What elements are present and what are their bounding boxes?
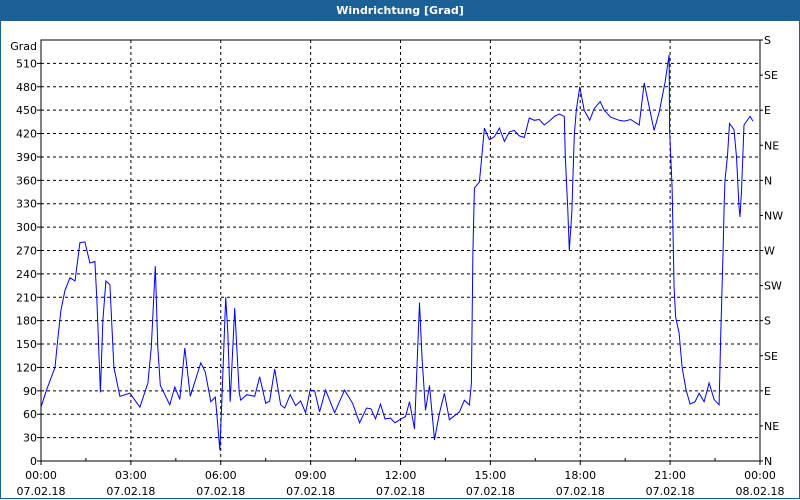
y-tick-label: 0: [30, 455, 37, 468]
y2-tick-label: SW: [764, 280, 782, 293]
y-tick-label: 60: [23, 408, 37, 421]
x-tick-date-label: 07.02.18: [646, 485, 695, 498]
y2-tick-label: N: [764, 174, 772, 187]
y2-tick-label: N: [764, 455, 772, 468]
x-tick-time-label: 06:00: [205, 469, 237, 482]
y-tick-label: 270: [16, 245, 37, 258]
y-tick-label: 330: [16, 198, 37, 211]
y2-tick-label: SE: [764, 69, 778, 82]
x-tick-time-label: 00:00: [25, 469, 57, 482]
y-tick-label: 30: [23, 432, 37, 445]
y-tick-label: 480: [16, 81, 37, 94]
y-tick-label: 150: [16, 338, 37, 351]
x-tick-date-label: 07.02.18: [556, 485, 605, 498]
chart-title-bar: Windrichtung [Grad]: [0, 0, 800, 21]
y-tick-label: 300: [16, 221, 37, 234]
x-tick-date-label: 07.02.18: [376, 485, 425, 498]
y2-tick-label: W: [764, 245, 775, 258]
x-tick-time-label: 12:00: [385, 469, 417, 482]
y2-tick-label: NW: [764, 209, 783, 222]
y2-tick-label: E: [764, 104, 771, 117]
y2-tick-label: NE: [764, 420, 779, 433]
x-tick-date-label: 07.02.18: [286, 485, 335, 498]
x-tick-date-label: 07.02.18: [466, 485, 515, 498]
y2-tick-label: E: [764, 385, 771, 398]
y-tick-label: 450: [16, 104, 37, 117]
y-tick-label: 180: [16, 315, 37, 328]
y2-tick-label: SE: [764, 350, 778, 363]
y-tick-label: 360: [16, 174, 37, 187]
x-tick-date-label: 07.02.18: [106, 485, 155, 498]
series-line: [40, 54, 754, 451]
y-tick-label: 420: [16, 128, 37, 141]
x-axis: 00:00 07.02.18 03:00 07.02.18 06:00 07.02.18 0…: [17, 458, 785, 498]
chart-title: Windrichtung [Grad]: [336, 4, 464, 17]
x-tick-time-label: 15:00: [475, 469, 507, 482]
y-tick-label: 240: [16, 268, 37, 281]
y-axis-label: Grad: [10, 40, 37, 53]
y2-tick-label: NE: [764, 139, 779, 152]
x-tick-time-label: 09:00: [295, 469, 327, 482]
grid: [41, 40, 760, 461]
y-tick-label: 510: [16, 57, 37, 70]
y-tick-label: 120: [16, 361, 37, 374]
y-axis: 0 30 60 90 120 150 180 210 240 270 300 330 360 390 420…: [16, 57, 41, 468]
x-tick-date-label: 08.02.18: [736, 485, 785, 498]
x-tick-time-label: 00:00: [744, 469, 776, 482]
y2-tick-label: S: [764, 34, 771, 47]
y2-axis-compass: S SE E NE N NW W SW S SE E NE N: [760, 34, 783, 468]
x-tick-time-label: 03:00: [115, 469, 147, 482]
x-tick-time-label: 18:00: [564, 469, 596, 482]
x-tick-date-label: 07.02.18: [196, 485, 245, 498]
x-tick-date-label: 07.02.18: [17, 485, 66, 498]
x-tick-time-label: 21:00: [654, 469, 686, 482]
y2-tick-label: S: [764, 315, 771, 328]
y-tick-label: 390: [16, 151, 37, 164]
y-tick-label: 210: [16, 291, 37, 304]
y-tick-label: 90: [23, 385, 37, 398]
